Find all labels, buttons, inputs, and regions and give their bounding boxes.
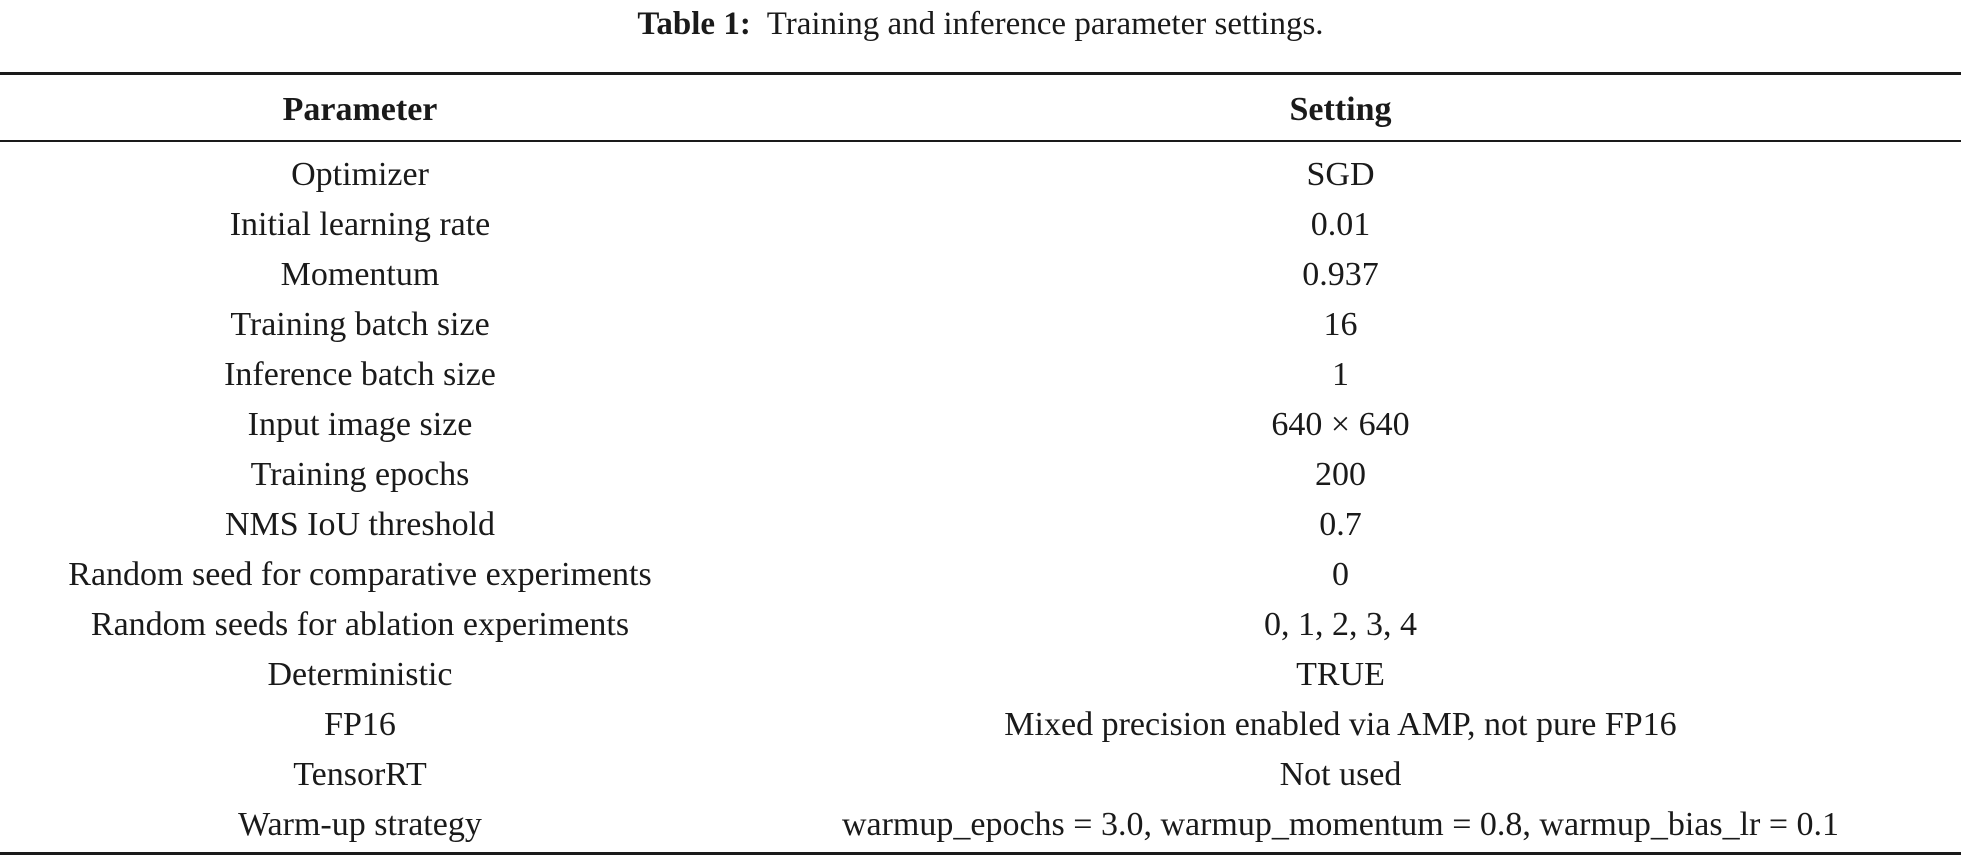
setting-cell: SGD	[1306, 156, 1375, 193]
table-bottom-rule	[0, 852, 1961, 855]
table-row: Random seed for comparative experiments …	[0, 550, 1961, 600]
table-row: Optimizer SGD	[0, 150, 1961, 200]
parameter-cell: Optimizer	[291, 156, 429, 193]
table-row: Momentum 0.937	[0, 250, 1961, 300]
setting-cell: 640 × 640	[1271, 406, 1410, 443]
parameter-cell: Warm-up strategy	[238, 806, 482, 843]
table-top-rule	[0, 72, 1961, 75]
parameter-cell: Training batch size	[230, 306, 490, 343]
table-row: NMS IoU threshold 0.7	[0, 500, 1961, 550]
parameter-cell: Inference batch size	[224, 356, 496, 393]
parameter-cell: Initial learning rate	[229, 206, 491, 243]
table-caption-text: Training and inference parameter setting…	[766, 6, 1324, 42]
parameter-cell: Deterministic	[267, 656, 453, 693]
setting-cell: 1	[1332, 356, 1349, 393]
table-header-rule	[0, 140, 1961, 142]
setting-cell: 0	[1332, 556, 1349, 593]
table-body: Optimizer SGD Initial learning rate 0.01…	[0, 150, 1961, 850]
table-row: Inference batch size 1	[0, 350, 1961, 400]
table-header-row: Parameter Setting	[0, 84, 1961, 136]
setting-cell: 200	[1315, 456, 1366, 493]
setting-cell: 0.7	[1319, 506, 1362, 543]
table-row: Warm-up strategy warmup_epochs = 3.0, wa…	[0, 800, 1961, 850]
parameter-cell: Random seed for comparative experiments	[68, 556, 652, 593]
parameter-cell: Training epochs	[250, 456, 470, 493]
header-parameter: Parameter	[282, 91, 438, 128]
parameter-cell: NMS IoU threshold	[224, 506, 496, 543]
parameter-cell: FP16	[324, 706, 396, 743]
setting-cell: TRUE	[1296, 656, 1385, 693]
setting-cell: Not used	[1279, 756, 1402, 793]
parameter-cell: Input image size	[247, 406, 473, 443]
table-row: Training epochs 200	[0, 450, 1961, 500]
parameter-cell: TensorRT	[293, 756, 427, 793]
table-row: TensorRT Not used	[0, 750, 1961, 800]
setting-cell: 0.937	[1302, 256, 1379, 293]
table-row: Random seeds for ablation experiments 0,…	[0, 600, 1961, 650]
setting-cell: 0.01	[1310, 206, 1371, 243]
setting-cell: Mixed precision enabled via AMP, not pur…	[1004, 706, 1677, 743]
table-row: Input image size 640 × 640	[0, 400, 1961, 450]
setting-cell: 16	[1323, 306, 1358, 343]
table-row: Deterministic TRUE	[0, 650, 1961, 700]
setting-cell: 0, 1, 2, 3, 4	[1264, 606, 1417, 643]
table-row: Initial learning rate 0.01	[0, 200, 1961, 250]
table-row: Training batch size 16	[0, 300, 1961, 350]
header-setting: Setting	[1289, 91, 1392, 128]
parameter-cell: Momentum	[280, 256, 440, 293]
table-caption: Table 1: Training and inference paramete…	[0, 0, 1961, 48]
table-row: FP16 Mixed precision enabled via AMP, no…	[0, 700, 1961, 750]
table-caption-label: Table 1:	[637, 6, 751, 42]
setting-cell: warmup_epochs = 3.0, warmup_momentum = 0…	[841, 806, 1840, 843]
parameter-cell: Random seeds for ablation experiments	[90, 606, 630, 643]
